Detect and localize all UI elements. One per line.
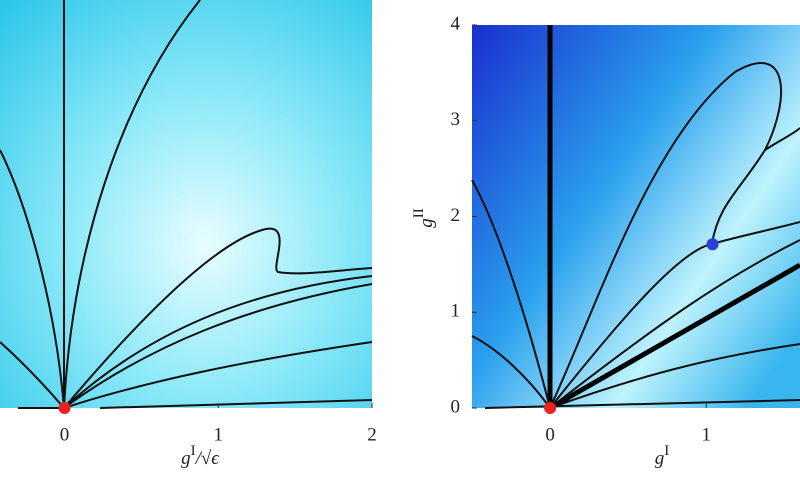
x-tick-label: 1 [214,424,224,445]
label-superscript: I [664,443,669,459]
y-tick-label: 3 [451,109,461,130]
flow-line [764,127,800,151]
flow-line [549,239,800,409]
flow-line [549,243,713,409]
label-symbol: g [416,218,437,228]
flow-line [0,149,65,409]
x-tick-label: 0 [545,424,555,445]
x-tick-label: 2 [367,424,377,445]
flow-line [484,399,800,409]
label-symbol: g [181,448,191,469]
flow-line [63,341,373,409]
axis-label: gI [655,443,670,469]
flow-line [0,341,65,409]
y-tick-label: 0 [451,396,461,417]
axis-label: gI/√ϵ [181,443,220,469]
flow-line [63,227,373,409]
flow-line [471,179,551,409]
fixed-point [706,238,719,251]
left-panel [0,0,373,409]
x-tick-label: 1 [702,424,712,445]
x-tick-label: 0 [60,424,70,445]
axis-label: gII [411,208,437,228]
plot-background [0,0,372,408]
flow-line [549,62,783,409]
fixed-point [544,402,557,414]
y-tick-label: 1 [451,301,461,322]
flow-line [63,283,373,409]
flow-line [63,0,201,409]
flow-line [471,335,551,409]
y-tick-label: 2 [451,205,461,226]
flow-line [63,275,373,409]
label-superscript: I [191,443,196,459]
label-suffix: /√ϵ [195,448,221,469]
flow-line [711,221,800,245]
flow-line [99,399,373,409]
y-tick-label: 4 [451,13,461,34]
plot-background [472,25,800,408]
label-superscript: II [411,208,427,218]
flow-line [548,262,800,411]
flow-line [549,343,800,409]
right-panel [471,25,800,411]
label-symbol: g [655,448,665,469]
fixed-point [58,402,71,414]
